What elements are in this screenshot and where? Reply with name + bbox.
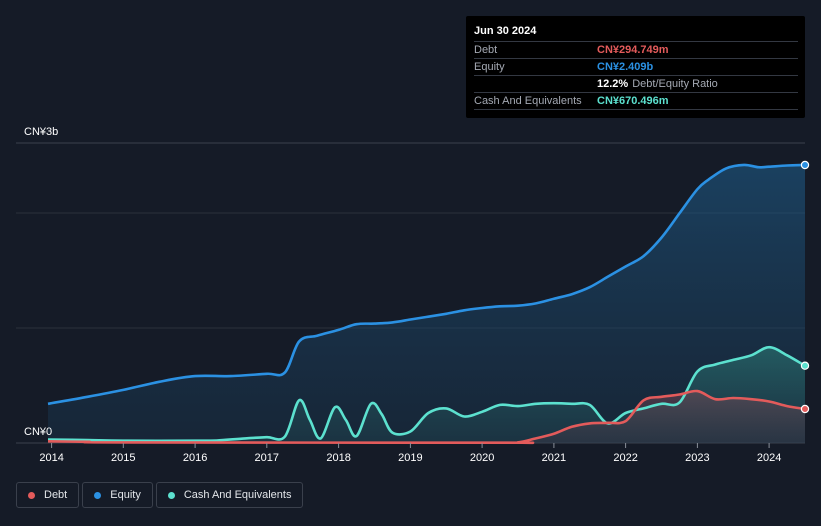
series-areas [48, 164, 805, 444]
x-tick-label-2018: 2018 [326, 452, 350, 464]
x-tick-label-2020: 2020 [470, 452, 494, 464]
legend-item-cash[interactable]: Cash And Equivalents [155, 482, 304, 508]
series-end-markers [800, 160, 810, 414]
x-tick-label-2024: 2024 [757, 452, 781, 464]
chart-legend: Debt Equity Cash And Equivalents [16, 482, 304, 508]
x-axis-ticks: 2014 2015 2016 2017 2018 2019 2020 2021 2022 2023… [39, 443, 781, 464]
line-cash [47, 345, 806, 443]
area-equity [48, 164, 805, 444]
y-axis-bottom-label: CN¥0 [24, 426, 52, 438]
line-equity [47, 163, 806, 406]
x-tick-label-2014: 2014 [39, 452, 63, 464]
tooltip-row-equity: Equity CN¥2.409b [474, 58, 798, 75]
legend-dot-debt-icon [28, 491, 35, 499]
tooltip-equity-value: CN¥2.409b [597, 61, 654, 73]
end-marker-debt[interactable] [800, 404, 810, 414]
legend-label-cash: Cash And Equivalents [183, 489, 292, 501]
x-tick-label-2016: 2016 [183, 452, 207, 464]
tooltip-equity-label: Equity [474, 61, 505, 73]
area-debt [48, 390, 805, 443]
x-tick-label-2019: 2019 [398, 452, 422, 464]
tooltip-debt-label: Debt [474, 44, 498, 56]
tooltip-row-cash: Cash And Equivalents CN¥670.496m [474, 92, 798, 110]
legend-item-equity[interactable]: Equity [82, 482, 153, 508]
tooltip-cash-value: CN¥670.496m [597, 95, 669, 107]
series-lines [47, 163, 806, 445]
x-tick-label-2017: 2017 [255, 452, 279, 464]
legend-dot-equity-icon [94, 491, 102, 499]
end-marker-equity[interactable] [800, 160, 810, 170]
tooltip-row-debt: Debt CN¥294.749m [474, 41, 798, 58]
legend-label-equity: Equity [110, 489, 141, 501]
tooltip-ratio-label: Debt/Equity Ratio [632, 78, 718, 90]
tooltip-debt-value: CN¥294.749m [597, 44, 669, 56]
legend-label-debt: Debt [44, 489, 68, 501]
tooltip-row-ratio: 12.2% Debt/Equity Ratio [474, 75, 798, 92]
legend-dot-cash-icon [167, 491, 175, 499]
tooltip-panel: Jun 30 2024 Debt CN¥294.749m Equity CN¥2… [466, 16, 805, 118]
end-marker-cash[interactable] [800, 361, 810, 370]
tooltip-cash-label: Cash And Equivalents [474, 95, 582, 107]
x-tick-label-2021: 2021 [542, 452, 566, 464]
line-debt [47, 389, 806, 445]
x-tick-label-2015: 2015 [111, 452, 135, 464]
x-tick-label-2022: 2022 [613, 452, 637, 464]
legend-item-debt[interactable]: Debt [16, 482, 80, 508]
y-axis-top-label: CN¥3b [24, 126, 58, 138]
x-tick-label-2023: 2023 [685, 452, 709, 464]
tooltip-date: Jun 30 2024 [474, 25, 537, 37]
tooltip-ratio-value: 12.2% [597, 78, 629, 90]
